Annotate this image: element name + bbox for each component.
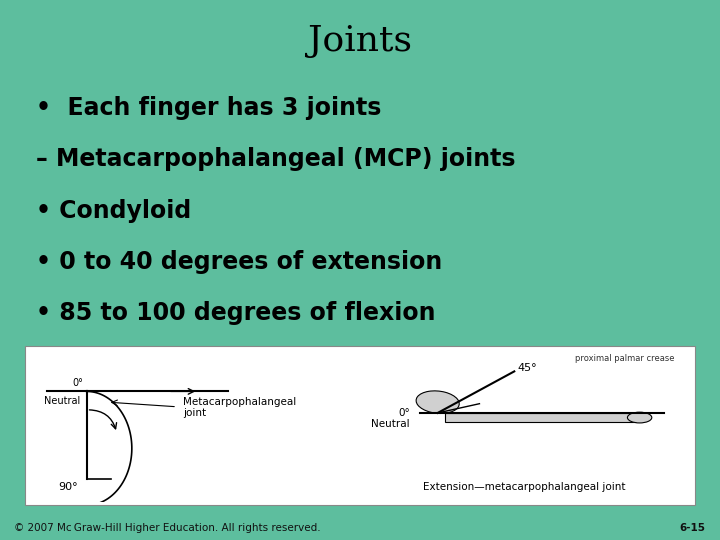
Text: • Condyloid: • Condyloid — [36, 199, 192, 222]
Text: joint: joint — [183, 408, 206, 418]
FancyArrow shape — [445, 413, 636, 422]
Text: 0°: 0° — [72, 379, 83, 388]
FancyBboxPatch shape — [25, 346, 695, 505]
Text: 45°: 45° — [518, 363, 537, 373]
Text: 90°: 90° — [59, 482, 78, 492]
Text: •  Each finger has 3 joints: • Each finger has 3 joints — [36, 96, 382, 120]
Text: • 85 to 100 degrees of flexion: • 85 to 100 degrees of flexion — [36, 301, 436, 325]
Text: 6-15: 6-15 — [680, 523, 706, 533]
Text: 0°: 0° — [398, 408, 410, 418]
Text: • 0 to 40 degrees of extension: • 0 to 40 degrees of extension — [36, 250, 442, 274]
Text: Neutral: Neutral — [372, 418, 410, 429]
Text: Neutral: Neutral — [45, 396, 81, 406]
Text: – Metacarpophalangeal (MCP) joints: – Metacarpophalangeal (MCP) joints — [36, 147, 516, 171]
Text: proximal palmar crease: proximal palmar crease — [575, 354, 675, 363]
Text: © 2007 Mc Graw-Hill Higher Education. All rights reserved.: © 2007 Mc Graw-Hill Higher Education. Al… — [14, 523, 321, 533]
Ellipse shape — [416, 391, 459, 414]
Ellipse shape — [627, 412, 652, 423]
Text: Metacarpophalangeal: Metacarpophalangeal — [183, 397, 297, 407]
Text: Extension—metacarpophalangeal joint: Extension—metacarpophalangeal joint — [423, 482, 626, 492]
Text: Joints: Joints — [308, 24, 412, 57]
